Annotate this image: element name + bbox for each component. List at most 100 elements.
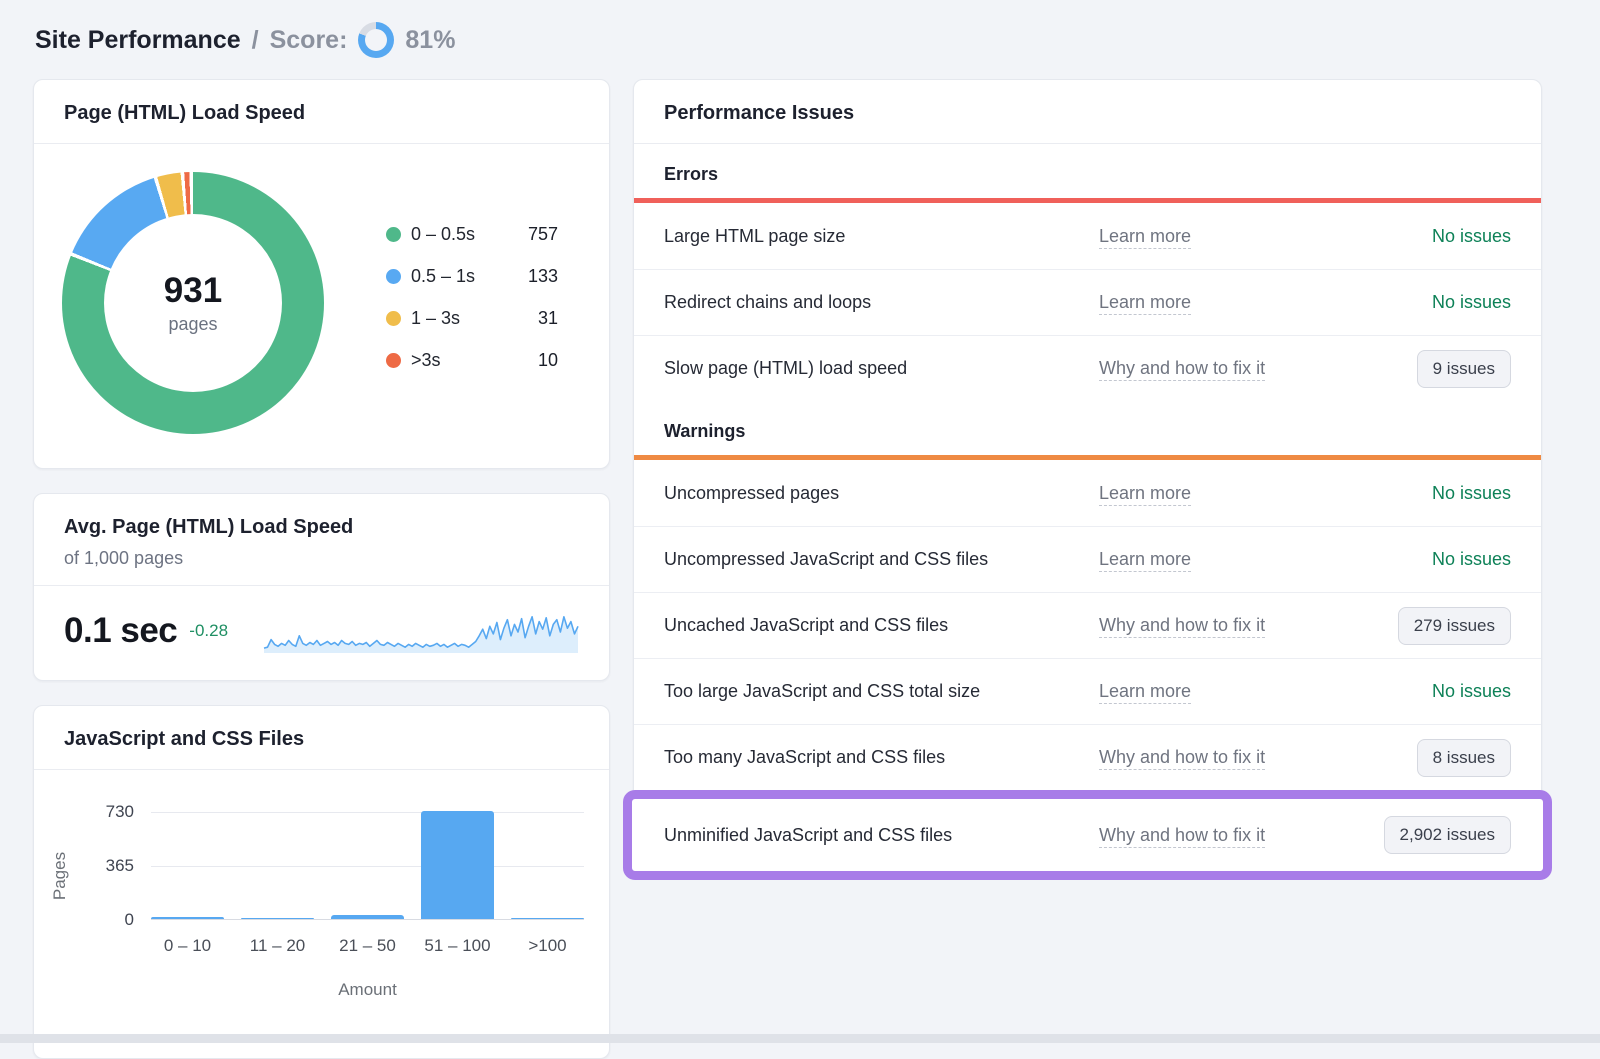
issue-row: Slow page (HTML) load speed Why and how t…	[634, 335, 1541, 401]
learn-more-link[interactable]: Learn more	[1099, 681, 1192, 701]
load-speed-card: Page (HTML) Load Speed 931 pages 0 – 0.5…	[33, 79, 610, 469]
issue-row: Unminified JavaScript and CSS files Why a…	[632, 799, 1543, 871]
score-value: 81%	[405, 25, 456, 54]
performance-issues-card: Performance Issues Errors Large HTML page…	[623, 79, 1552, 880]
donut-row: 931 pages 0 – 0.5s 757 0.5 – 1s 133 1 – 3s 31…	[34, 144, 609, 468]
avg-card-body: 0.1 sec -0.28	[34, 586, 609, 680]
issue-count-button[interactable]: 2,902 issues	[1383, 816, 1511, 854]
load-speed-legend: 0 – 0.5s 757 0.5 – 1s 133 1 – 3s 31 >3s 10	[386, 224, 558, 434]
bar[interactable]	[241, 917, 314, 919]
avg-card-subtitle: of 1,000 pages	[64, 548, 184, 568]
donut-total-pages: 931	[163, 271, 223, 310]
why-and-how-to-fix-link[interactable]: Why and how to fix it	[1099, 358, 1266, 378]
issue-name: Large HTML page size	[664, 225, 846, 246]
bar-chart-gridline	[151, 812, 584, 813]
issue-status: No issues	[1361, 292, 1511, 313]
issue-status: No issues	[1361, 483, 1511, 504]
legend-label: >3s	[411, 350, 441, 370]
issue-status: 8 issues	[1361, 738, 1511, 777]
legend-value: 10	[537, 350, 558, 370]
legend-item: >3s 10	[386, 350, 558, 371]
legend-color-dot	[386, 311, 401, 326]
card-title-performance-issues: Performance Issues	[664, 102, 855, 124]
bar-chart-y-axis-title: Pages	[50, 851, 69, 901]
score-label: Score:	[269, 25, 348, 54]
donut-center: 931 pages	[104, 214, 282, 392]
page-header: Site Performance / Score: 81%	[35, 22, 1600, 58]
legend-value: 757	[527, 224, 558, 244]
learn-more-link[interactable]: Learn more	[1099, 292, 1192, 312]
issue-name: Uncompressed pages	[664, 482, 840, 503]
issue-row: Too large JavaScript and CSS total size L…	[634, 658, 1541, 724]
bar[interactable]	[151, 916, 224, 919]
no-issues-status: No issues	[1431, 681, 1511, 701]
issue-count-button[interactable]: 8 issues	[1416, 738, 1511, 777]
avg-load-speed-value: 0.1 sec	[64, 611, 178, 650]
card-divider	[34, 143, 609, 144]
bar-chart-bars	[151, 811, 584, 919]
bar-chart-y-tick-label: 0	[124, 910, 134, 929]
left-column: Page (HTML) Load Speed 931 pages 0 – 0.5…	[33, 79, 610, 1059]
load-speed-sparkline-chart	[263, 616, 579, 653]
legend-item: 0 – 0.5s 757	[386, 224, 558, 245]
issue-status: 279 issues	[1361, 606, 1511, 645]
bar-chart-x-tick-label: 21 – 50	[339, 936, 396, 955]
learn-more-link[interactable]: Learn more	[1099, 482, 1192, 503]
bar-chart-gridline	[151, 866, 584, 867]
learn-more-link[interactable]: Learn more	[1099, 225, 1192, 246]
warnings-severity-bar	[634, 455, 1541, 460]
issue-status: 9 issues	[1361, 349, 1511, 388]
card-divider	[34, 585, 609, 586]
issue-name: Slow page (HTML) load speed	[664, 358, 908, 378]
issue-name: Too large JavaScript and CSS total size	[664, 681, 981, 701]
bottom-page-edge	[0, 1034, 1600, 1043]
js-css-files-card: JavaScript and CSS Files Pages 0 – 10 11 …	[33, 705, 610, 1059]
bar-chart-y-tick-label: 730	[105, 802, 134, 821]
avg-card-head: Avg. Page (HTML) Load Speed of 1,000 pag…	[34, 494, 609, 585]
legend-label: 1 – 3s	[411, 308, 461, 328]
bar[interactable]	[421, 811, 494, 919]
bar-chart-x-tick-label: >100	[528, 936, 567, 955]
dashboard-layout: Page (HTML) Load Speed 931 pages 0 – 0.5…	[33, 79, 1600, 1059]
card-divider	[34, 769, 609, 770]
issue-row: Redirect chains and loops Learn more No is…	[634, 269, 1541, 335]
bar-chart-plot-area	[151, 811, 584, 920]
bar[interactable]	[331, 915, 404, 919]
issue-status: 2,902 issues	[1361, 816, 1511, 854]
no-issues-status: No issues	[1431, 549, 1511, 569]
legend-color-dot	[386, 227, 401, 242]
why-and-how-to-fix-link[interactable]: Why and how to fix it	[1099, 615, 1266, 635]
card-title-load-speed: Page (HTML) Load Speed	[64, 102, 306, 124]
page-title: Site Performance	[35, 25, 241, 54]
legend-color-dot	[386, 269, 401, 284]
why-and-how-to-fix-link[interactable]: Why and how to fix it	[1099, 824, 1266, 845]
legend-label: 0.5 – 1s	[411, 266, 476, 286]
score-ring-icon	[358, 22, 395, 58]
issue-name: Uncompressed JavaScript and CSS files	[664, 549, 989, 569]
issue-count-button[interactable]: 279 issues	[1397, 606, 1511, 645]
breadcrumb-separator: /	[251, 25, 259, 54]
issue-name: Redirect chains and loops	[664, 292, 872, 312]
issue-rows-warnings: Uncompressed pages Learn more No issues Unc…	[623, 460, 1552, 880]
issue-count-button[interactable]: 9 issues	[1416, 349, 1511, 388]
issue-status: No issues	[1361, 549, 1511, 570]
card-divider	[634, 143, 1541, 144]
issue-name: Unminified JavaScript and CSS files	[664, 824, 953, 845]
learn-more-link[interactable]: Learn more	[1099, 549, 1192, 569]
bar-chart-x-tick-label: 11 – 20	[249, 936, 306, 955]
why-and-how-to-fix-link[interactable]: Why and how to fix it	[1099, 747, 1266, 767]
bar-chart-x-tick-label: 51 – 100	[424, 936, 491, 955]
errors-severity-bar	[634, 198, 1541, 203]
highlighted-issue-box: Unminified JavaScript and CSS files Why a…	[623, 790, 1552, 880]
avg-load-speed-delta: -0.28	[189, 621, 229, 640]
load-speed-donut-chart[interactable]: 931 pages	[62, 172, 324, 434]
bar-chart-baseline	[151, 919, 584, 920]
no-issues-status: No issues	[1431, 225, 1511, 246]
no-issues-status: No issues	[1431, 482, 1511, 503]
issue-row: Too many JavaScript and CSS files Why and…	[634, 724, 1541, 790]
bar[interactable]	[511, 917, 584, 919]
issue-rows-errors: Large HTML page size Learn more No issues R…	[634, 203, 1541, 401]
no-issues-status: No issues	[1431, 292, 1511, 312]
js-css-bar-chart[interactable]: Pages 0 – 10 11 – 20 21 – 50 51 – 100 >100 A…	[34, 794, 584, 1044]
